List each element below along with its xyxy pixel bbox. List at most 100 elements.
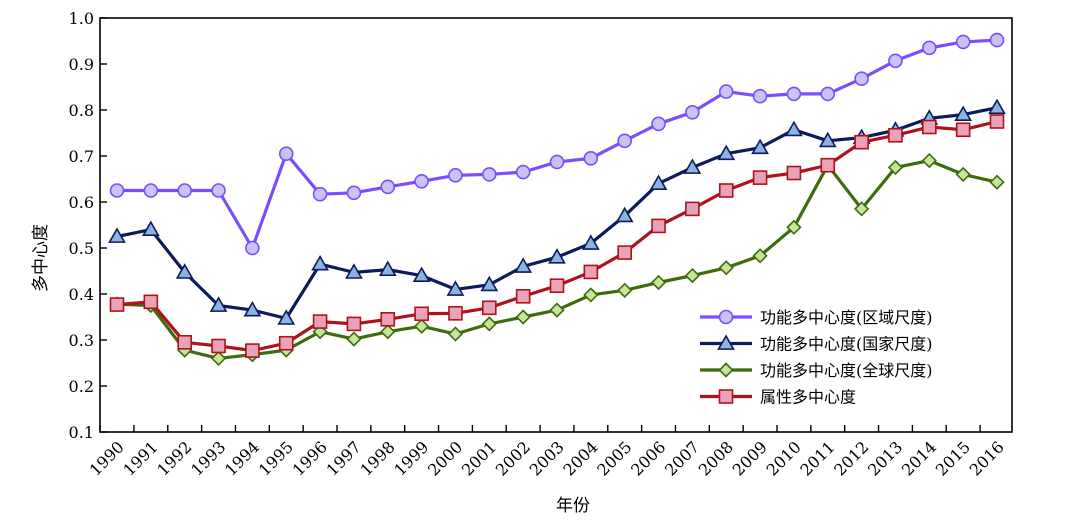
data-point — [684, 267, 701, 284]
y-tick-label: 0.6 — [69, 193, 94, 212]
data-point — [141, 220, 160, 237]
legend-item: 属性多中心度 — [700, 388, 856, 407]
series-group — [108, 32, 1006, 367]
data-point — [414, 174, 429, 189]
data-point — [515, 309, 531, 325]
legend-label: 功能多中心度(国家尺度) — [760, 335, 933, 354]
data-point — [549, 302, 565, 318]
y-tick-label: 0.9 — [69, 55, 94, 74]
data-point — [448, 168, 463, 183]
data-point — [718, 362, 734, 378]
data-point — [617, 282, 633, 298]
data-point — [786, 165, 802, 181]
data-point — [717, 334, 735, 350]
data-point — [820, 86, 836, 102]
data-point — [617, 245, 632, 260]
data-point — [718, 389, 734, 404]
legend: 功能多中心度(区域尺度) 功能多中心度(国家尺度) 功能多中心度(全球尺度) 属性多中… — [700, 308, 933, 407]
data-point — [921, 152, 937, 169]
data-point — [515, 288, 531, 304]
x-tick-label: 2011 — [796, 437, 838, 479]
data-point — [615, 206, 634, 223]
data-point — [989, 174, 1005, 190]
data-point — [278, 335, 294, 351]
data-point — [955, 166, 971, 183]
data-point — [854, 134, 869, 150]
x-tick-label: 2016 — [966, 437, 1008, 479]
data-point — [175, 263, 194, 279]
data-point — [583, 264, 599, 280]
data-point — [414, 306, 429, 322]
data-point — [922, 119, 937, 135]
data-point — [718, 309, 734, 325]
x-tick-label: 2007 — [661, 437, 703, 479]
data-point — [108, 227, 126, 243]
data-point — [887, 159, 904, 176]
data-point — [549, 278, 565, 294]
data-point — [243, 300, 262, 317]
data-point — [245, 240, 260, 256]
data-point — [380, 311, 396, 327]
series — [108, 98, 1006, 325]
data-point — [888, 53, 903, 69]
x-tick-label: 2003 — [526, 437, 568, 479]
data-point — [955, 34, 971, 50]
data-point — [683, 158, 702, 174]
data-point — [649, 174, 668, 191]
data-point — [346, 185, 362, 201]
y-tick-label: 0.8 — [69, 101, 94, 120]
data-point — [785, 120, 803, 137]
legend-label: 属性多中心度 — [760, 388, 856, 407]
data-point — [211, 338, 226, 354]
x-axis-title: 年份 — [556, 496, 590, 516]
x-tick-label: 2015 — [932, 437, 974, 479]
x-tick-label: 2006 — [627, 437, 669, 479]
x-tick-label: 2008 — [695, 437, 737, 479]
y-tick-label: 0.5 — [69, 239, 94, 258]
data-point — [209, 296, 228, 312]
y-tick-label: 0.3 — [69, 331, 94, 350]
data-point — [312, 314, 328, 329]
data-point — [380, 179, 396, 195]
x-tick-label: 1997 — [323, 437, 365, 479]
data-point — [177, 183, 192, 198]
data-point — [752, 248, 768, 264]
data-point — [786, 86, 802, 102]
data-point — [482, 300, 497, 316]
data-point — [143, 183, 159, 198]
data-point — [109, 183, 125, 198]
x-tick-label: 2010 — [763, 437, 805, 479]
data-point — [651, 116, 666, 132]
x-tick-label: 2001 — [458, 437, 500, 479]
data-point — [818, 131, 837, 148]
data-point — [685, 201, 700, 217]
data-point — [143, 294, 159, 310]
x-tick-label: 2012 — [830, 437, 872, 479]
x-tick-label: 2004 — [559, 437, 601, 479]
y-tick-label: 0.2 — [69, 377, 94, 396]
data-point — [820, 157, 836, 173]
data-point — [752, 170, 768, 185]
data-point — [786, 219, 802, 235]
data-point — [549, 154, 565, 170]
data-point — [346, 316, 362, 332]
data-point — [989, 114, 1005, 129]
data-point — [446, 280, 465, 296]
data-point — [480, 275, 499, 292]
legend-item: 功能多中心度(国家尺度) — [700, 334, 933, 354]
y-tick-label: 0.1 — [69, 423, 94, 442]
data-point — [378, 260, 397, 277]
data-point — [583, 151, 599, 166]
data-point — [989, 32, 1005, 48]
x-tick-label: 1990 — [86, 437, 128, 479]
data-point — [752, 88, 768, 104]
data-point — [312, 186, 328, 202]
data-point — [481, 316, 497, 332]
data-point — [278, 146, 294, 161]
data-point — [277, 309, 296, 325]
data-point — [515, 164, 531, 180]
data-point — [922, 40, 937, 56]
x-tick-label: 2002 — [492, 437, 534, 479]
data-point — [448, 306, 463, 321]
x-tick-label: 1999 — [390, 437, 432, 479]
